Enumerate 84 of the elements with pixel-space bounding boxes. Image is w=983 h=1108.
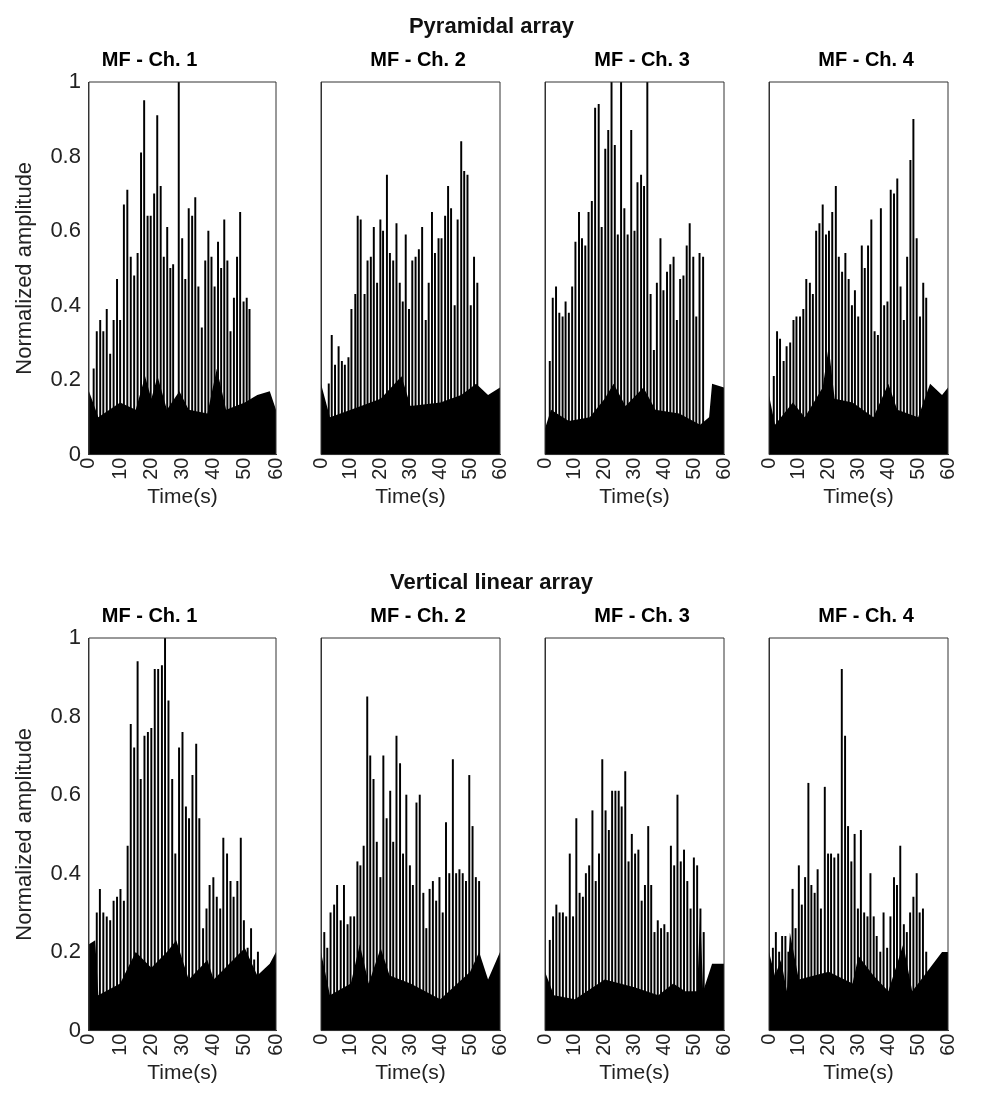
x-tick-label: 0 xyxy=(756,1033,779,1045)
y-axis-title: Normalized amplitude xyxy=(11,727,37,941)
x-tick-label: 20 xyxy=(816,457,839,480)
text: Vertical linear array xyxy=(389,568,594,596)
x-tick-label: 30 xyxy=(622,1033,645,1056)
x-tick-label: 10 xyxy=(107,1033,130,1056)
x-tick-label: 60 xyxy=(263,457,286,480)
x-tick-label: 40 xyxy=(427,457,450,480)
x-tick-label: 50 xyxy=(681,1033,704,1056)
x-tick-label: 40 xyxy=(875,1033,898,1056)
text: Pyramidal array xyxy=(407,12,576,40)
x-tick-label: 30 xyxy=(170,457,193,480)
x-tick-label: 20 xyxy=(592,457,615,480)
chart-title: MF - Ch. 1 xyxy=(101,47,198,70)
x-tick-label: 60 xyxy=(935,1033,958,1056)
x-tick-label: 50 xyxy=(905,1033,928,1056)
x-tick-label: 30 xyxy=(622,457,645,480)
x-tick-label: 60 xyxy=(711,1033,734,1056)
x-tick-label: 0 xyxy=(756,457,779,469)
x-tick-label: 30 xyxy=(398,457,421,480)
x-tick-label: 0 xyxy=(532,1033,555,1045)
x-axis-title: Time(s) xyxy=(599,484,670,508)
x-tick-label: 60 xyxy=(711,457,734,480)
y-tick-label: 0.6 xyxy=(50,781,81,807)
x-tick-label: 30 xyxy=(398,1033,421,1056)
x-tick-label: 10 xyxy=(338,457,361,480)
chart-title: MF - Ch. 3 xyxy=(594,603,690,626)
x-tick-label: 10 xyxy=(786,457,809,480)
chart-title: MF - Ch. 1 xyxy=(101,603,198,626)
x-tick-label: 20 xyxy=(138,1033,161,1056)
x-tick-label: 30 xyxy=(846,457,869,480)
y-tick-label: 0.2 xyxy=(50,938,81,964)
x-axis-title: Time(s) xyxy=(375,484,446,508)
x-tick-label: 30 xyxy=(846,1033,869,1056)
x-tick-label: 40 xyxy=(651,1033,674,1056)
chart-title: MF - Ch. 2 xyxy=(370,603,466,626)
x-axis-title: Time(s) xyxy=(147,484,218,508)
x-tick-label: 60 xyxy=(263,1033,286,1056)
chart-title: MF - Ch. 4 xyxy=(818,603,915,626)
x-tick-label: 20 xyxy=(368,1033,391,1056)
x-tick-label: 0 xyxy=(308,457,331,469)
y-tick-label: 0.4 xyxy=(50,859,81,885)
x-axis-title: Time(s) xyxy=(375,1060,446,1084)
x-tick-label: 20 xyxy=(592,1033,615,1056)
x-tick-label: 10 xyxy=(786,1033,809,1056)
x-tick-label: 40 xyxy=(651,457,674,480)
x-axis-title: Time(s) xyxy=(599,1060,670,1084)
x-tick-label: 20 xyxy=(816,1033,839,1056)
x-tick-label: 50 xyxy=(905,457,928,480)
x-tick-label: 60 xyxy=(935,457,958,480)
x-tick-label: 40 xyxy=(875,457,898,480)
x-tick-label: 40 xyxy=(201,1033,224,1056)
x-tick-label: 50 xyxy=(681,457,704,480)
y-axis-title: Normalized amplitude xyxy=(11,161,37,375)
y-tick-label: 0.6 xyxy=(50,217,81,243)
y-tick-label: 0.2 xyxy=(50,366,81,392)
x-axis-title: Time(s) xyxy=(147,1060,218,1084)
x-tick-label: 40 xyxy=(201,457,224,480)
chart-title: MF - Ch. 4 xyxy=(818,47,915,70)
x-tick-label: 50 xyxy=(232,1033,255,1056)
x-tick-label: 40 xyxy=(427,1033,450,1056)
chart-title: MF - Ch. 2 xyxy=(370,47,466,70)
x-tick-label: 0 xyxy=(308,1033,331,1045)
x-tick-label: 60 xyxy=(487,1033,510,1056)
y-tick-label: 0.4 xyxy=(50,291,81,317)
x-tick-label: 50 xyxy=(232,457,255,480)
x-tick-label: 10 xyxy=(562,1033,585,1056)
x-axis-title: Time(s) xyxy=(823,484,894,508)
x-tick-label: 30 xyxy=(170,1033,193,1056)
y-tick-label: 0.8 xyxy=(50,142,81,168)
x-tick-label: 60 xyxy=(487,457,510,480)
x-tick-label: 0 xyxy=(532,457,555,469)
y-tick-label: 1 xyxy=(68,624,81,650)
x-tick-label: 50 xyxy=(457,457,480,480)
x-tick-label: 20 xyxy=(368,457,391,480)
x-tick-label: 10 xyxy=(107,457,130,480)
x-axis-title: Time(s) xyxy=(823,1060,894,1084)
x-tick-label: 20 xyxy=(138,457,161,480)
x-tick-label: 50 xyxy=(457,1033,480,1056)
x-tick-label: 10 xyxy=(338,1033,361,1056)
y-tick-label: 0.8 xyxy=(50,702,81,728)
y-tick-label: 1 xyxy=(68,68,81,94)
chart-title: MF - Ch. 3 xyxy=(594,47,690,70)
x-tick-label: 10 xyxy=(562,457,585,480)
